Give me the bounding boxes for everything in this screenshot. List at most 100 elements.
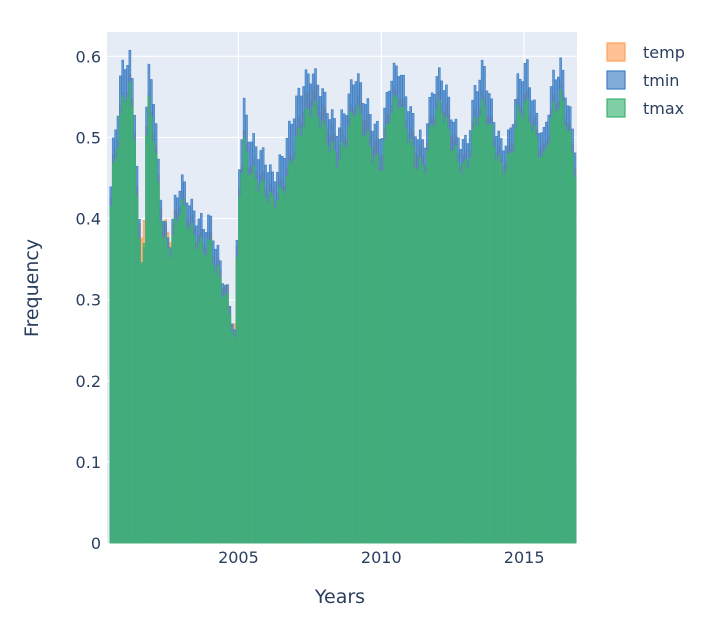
y-tick-label: 0.4 [76,210,101,229]
legend[interactable]: temp tmin tmax [606,42,685,118]
bar-tmax [497,155,501,544]
bar-tmax [392,95,396,544]
bar-tmax [395,97,398,544]
bar-tmax [335,168,339,544]
legend-swatch [606,98,626,118]
bar-tmax [380,170,384,544]
bar-tmax [216,265,220,544]
bar-tmax [330,141,334,544]
bar-tmax [499,162,503,544]
bar-tmax [261,179,265,544]
bar-tmax [321,120,324,544]
bar-tmax [383,140,386,544]
bar-tmax [202,253,205,544]
bar-tmax [357,105,360,544]
legend-item-temp[interactable]: temp [606,42,685,62]
bar-tmax [197,242,201,544]
bar-tmax [561,100,565,544]
bar-tmax [442,122,446,544]
bar-tmax [418,157,422,544]
bar-tmax [390,113,393,544]
y-tick-label: 0 [91,534,101,553]
bar-tmax [349,111,353,544]
bar-tmax [323,124,327,544]
bar-tmax [188,229,191,544]
legend-item-tmax[interactable]: tmax [606,98,684,118]
bar-tmax [540,156,543,544]
bar-tmax [252,165,255,544]
bar-tmax [511,151,515,544]
bar-tmax [514,128,517,544]
bar-tmax [435,108,439,544]
bar-tmax [180,198,184,544]
bar-tmax [199,237,203,544]
bar-tmax [221,297,224,544]
x-axis-ticks: 2005 2010 2015 [218,548,544,567]
bar-tmax [157,182,160,544]
bar-tmax [326,145,329,544]
bar-tmax [240,173,244,544]
bar-tmax [466,168,470,544]
bar-tmax [549,117,553,544]
bar-tmax [295,136,298,544]
bar-tmax [190,223,194,544]
bar-tmax [492,146,496,544]
bar-tmax [304,108,308,544]
bar-tmax [328,151,332,544]
bar-tmax [247,175,251,544]
bar-tmax [183,205,186,544]
bar-tmax [238,196,241,544]
bar-tmax [259,182,263,544]
bar-tmax [292,159,296,544]
bar-tmax [116,147,120,544]
x-tick-label: 2005 [218,548,259,567]
bar-tmax [416,169,420,544]
bar-tmax [440,113,443,544]
bar-tmax [340,141,343,544]
bar-tmax [111,162,115,544]
bar-tmax [485,125,489,544]
bar-tmax [537,157,541,544]
bar-tmax [254,178,258,544]
bar-tmax [421,164,424,544]
bar-tmax [233,337,236,544]
bar-tmax [318,128,322,544]
bar-tmax [545,148,548,544]
bar-tmax [311,106,315,544]
bar-tmax [473,117,477,544]
x-tick-label: 2015 [504,548,545,567]
bar-tmax [266,203,270,544]
bar-tmax [430,124,434,544]
bar-tmax [564,125,567,544]
bar-tmax [185,226,189,544]
bar-tmax [164,235,167,544]
bar-tmax [342,145,346,544]
bar-tmax [378,171,382,544]
bar-tmax [468,157,472,544]
bar-tmax [128,82,132,544]
legend-item-tmin[interactable]: tmin [606,70,679,90]
bar-tmax [314,100,317,544]
bar-tmax [169,257,172,544]
bar-tmax [288,161,291,544]
bar-tmax [554,111,558,544]
bar-tmax [309,117,313,544]
series-tmax [109,82,577,544]
bar-tmax [171,235,175,544]
bar-tmax [307,109,310,544]
legend-label: temp [643,43,685,62]
bar-tmax [445,117,448,544]
bar-tmax [235,257,239,544]
bar-tmax [487,123,491,544]
bar-tmax [361,135,365,544]
bar-tmax [271,196,274,544]
bar-tmax [152,141,155,544]
bar-tmax [133,140,136,544]
bar-tmax [411,145,415,544]
bar-tmax [483,105,486,544]
bar-tmax [573,176,577,544]
bar-tmax [276,200,279,544]
y-tick-label: 0.5 [76,128,101,147]
bar-tmax [509,152,512,544]
